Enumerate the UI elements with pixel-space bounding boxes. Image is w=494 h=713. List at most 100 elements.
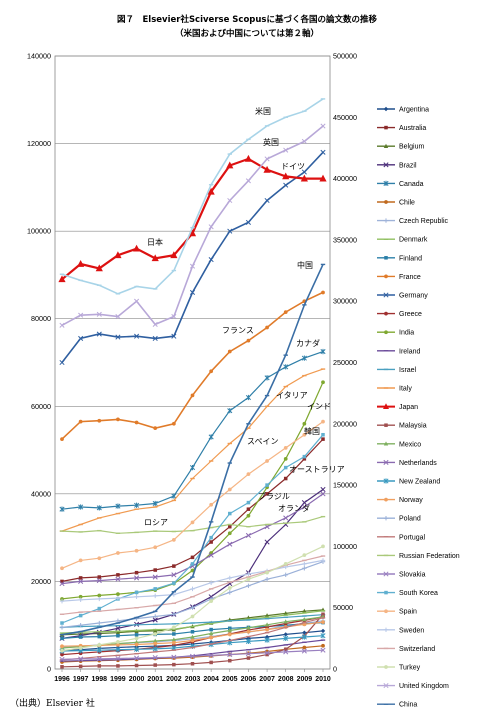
data-point-united-kingdom <box>264 156 270 162</box>
annotation-de: ドイツ <box>281 162 305 171</box>
legend-item-switzerland: Switzerland <box>377 646 435 653</box>
data-point-germany <box>134 333 140 339</box>
data-point-new-zealand <box>134 646 140 652</box>
data-point-malaysia <box>134 663 139 668</box>
data-point-slovakia <box>320 647 326 653</box>
x-tick-label: 2003 <box>185 676 201 683</box>
data-point-turkey <box>60 648 64 653</box>
series-united-kingdom <box>59 123 326 328</box>
data-point-japan <box>244 154 253 162</box>
data-point-germany <box>208 257 214 263</box>
data-point-netherlands <box>208 552 214 558</box>
data-point-belgium <box>283 610 288 616</box>
data-point-malaysia <box>209 660 213 665</box>
data-point-india <box>283 456 288 461</box>
data-point-turkey <box>78 646 83 650</box>
data-point-finland <box>78 635 83 639</box>
x-axis-ticks: 1996 1997 1998 1999 2000 2001 2002 2003 2004 2005… <box>54 669 331 683</box>
data-point-turkey <box>209 599 214 604</box>
x-tick-label: 1996 <box>54 676 70 683</box>
country-annotations: 米国 英国 ドイツ 日本 中国 フランス カナダ イタリア インド 韓国 スペイ… <box>144 106 345 527</box>
data-point-poland <box>302 566 307 571</box>
legend-item-turkey: Turkey <box>377 665 421 672</box>
data-point-slovakia <box>134 655 140 661</box>
y2-tick-label: 200000 <box>333 419 357 428</box>
data-point-netherlands <box>115 576 121 582</box>
data-point-poland <box>227 590 232 595</box>
legend-marker <box>383 627 389 632</box>
data-point-malaysia <box>283 647 288 652</box>
data-point-australia <box>134 570 139 575</box>
legend-marker <box>384 497 388 502</box>
series-lines <box>58 98 327 669</box>
legend-item-israel: Israel <box>377 367 417 374</box>
data-point-australia <box>172 564 176 568</box>
data-point-new-zealand <box>264 637 270 643</box>
legend-item-canada: Canada <box>377 180 424 188</box>
data-point-south-korea <box>153 587 157 591</box>
legend-marker <box>383 571 389 577</box>
data-point-south-korea <box>302 454 307 459</box>
legend-label: United Kingdom <box>399 683 449 690</box>
data-point-france <box>246 338 251 343</box>
data-point-australia <box>78 576 83 580</box>
legend-label: Russian Federation <box>399 553 460 560</box>
data-point-japan <box>151 254 159 262</box>
data-point-australia <box>209 540 213 544</box>
data-point-malaysia <box>60 665 64 669</box>
legend-label: Turkey <box>399 665 421 672</box>
legend-label: Japan <box>399 404 418 411</box>
legend-item-germany: Germany <box>377 292 428 300</box>
data-point-poland <box>283 572 288 578</box>
legend-item-czech-republic: Czech Republic <box>377 218 449 225</box>
data-point-turkey <box>227 586 232 590</box>
data-point-south-korea <box>172 581 176 585</box>
data-point-netherlands <box>320 491 326 497</box>
data-point-canada <box>283 364 289 370</box>
data-point-slovakia <box>78 656 84 662</box>
legend-marker <box>384 311 388 316</box>
data-point-canada <box>208 434 214 440</box>
legend-item-spain: Spain <box>377 609 417 616</box>
data-point-india <box>227 531 232 536</box>
data-point-france <box>134 420 139 425</box>
y-tick-label: 140000 <box>27 52 51 61</box>
y-tick-label: 100000 <box>27 227 51 236</box>
series-japan <box>58 154 327 283</box>
data-point-japan <box>114 251 122 259</box>
series-germany <box>59 149 326 366</box>
data-point-india <box>302 421 307 426</box>
data-point-chile <box>302 645 307 650</box>
data-point-poland <box>78 623 83 628</box>
data-point-spain <box>190 520 195 525</box>
legend-marker <box>383 143 389 148</box>
data-point-south-korea <box>246 500 251 505</box>
y-axis-ticks: 0 20000 40000 60000 80000 100000 120000 140000 <box>27 52 51 674</box>
legend-label: New Zealand <box>399 479 440 486</box>
y2-tick-label: 250000 <box>333 358 357 367</box>
legend-label: Italy <box>399 386 412 393</box>
legend-marker <box>384 665 388 669</box>
y-tick-label: 40000 <box>31 489 51 498</box>
data-point-brazil <box>152 617 158 623</box>
data-point-germany <box>301 169 307 175</box>
annotation-jp: 日本 <box>147 237 163 247</box>
data-point-united-kingdom <box>115 313 121 320</box>
annotation-in: インド <box>307 402 331 411</box>
plot-area: 020000400006000080000100000120000140000 … <box>27 52 357 684</box>
data-point-india <box>116 592 120 596</box>
data-point-netherlands <box>227 541 233 547</box>
y2-tick-label: 400000 <box>333 174 357 183</box>
data-point-spain <box>134 548 139 553</box>
data-point-japan <box>132 244 141 252</box>
data-point-finland <box>134 633 139 637</box>
data-point-south-korea <box>209 535 213 540</box>
data-point-poland <box>190 605 195 610</box>
y2-tick-label: 100000 <box>333 542 357 551</box>
annotation-es: スペイン <box>247 437 278 446</box>
data-point-germany <box>115 334 121 340</box>
data-point-sweden <box>227 575 232 581</box>
data-point-norway <box>190 638 195 643</box>
annotation-ru: ロシア <box>144 518 168 527</box>
data-point-spain <box>78 558 83 563</box>
